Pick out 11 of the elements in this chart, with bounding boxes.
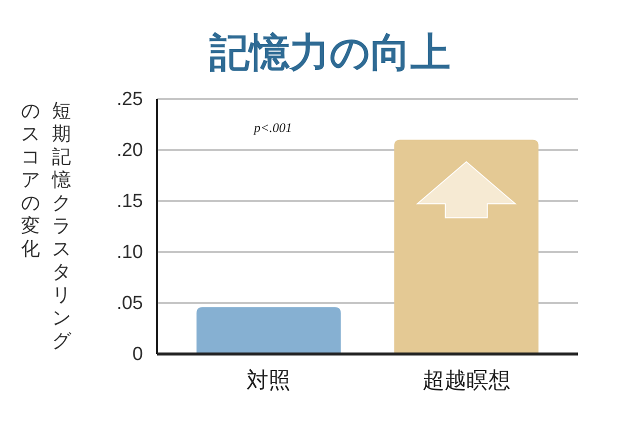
y-tick-label: 0	[132, 344, 143, 366]
text: 短期記憶クラスタリングのスコアの変化	[21, 100, 71, 352]
y-tick-label: .05	[116, 293, 143, 314]
y-tick-label: .10	[116, 242, 143, 264]
chart-title: 記憶力の向上	[208, 30, 450, 75]
y-tick-label: .25	[116, 89, 143, 110]
y-tick-label: .20	[116, 140, 143, 162]
x-tick-label: 超越瞑想	[422, 368, 510, 394]
y-tick-label: .15	[116, 191, 143, 212]
x-tick-label: 対照	[246, 368, 291, 394]
annotation: p<.001	[252, 120, 292, 135]
